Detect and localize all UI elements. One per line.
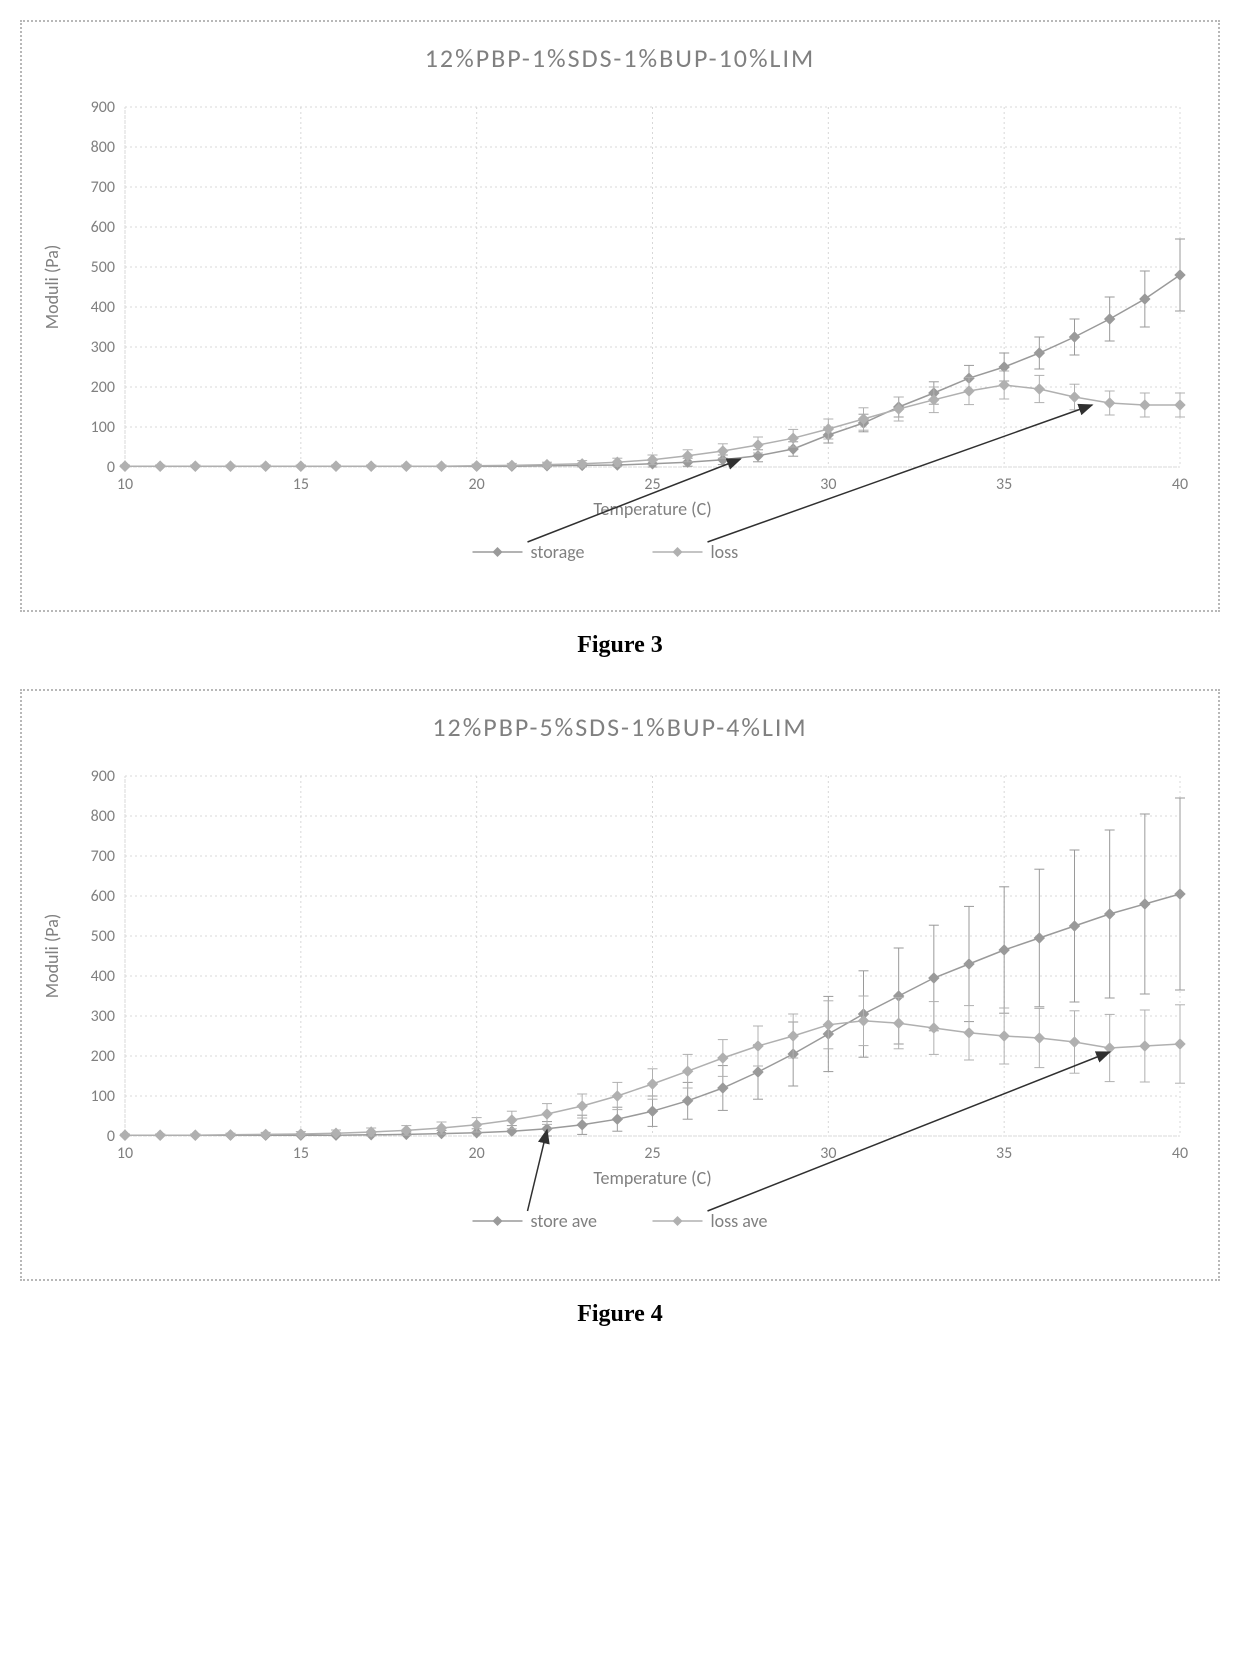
svg-text:Temperature (C): Temperature (C) xyxy=(593,1167,711,1189)
svg-text:35: 35 xyxy=(996,1144,1012,1163)
svg-text:storage: storage xyxy=(531,541,585,563)
svg-text:200: 200 xyxy=(91,1047,115,1066)
figure-4-plot: 1015202530354001002003004005006007008009… xyxy=(30,761,1210,1271)
svg-text:10: 10 xyxy=(117,1144,133,1163)
figure-4-block: 12%PBP-5%SDS-1%BUP-4%LIM 101520253035400… xyxy=(20,689,1220,1328)
svg-text:100: 100 xyxy=(91,1087,115,1106)
figure-4-title: 12%PBP-5%SDS-1%BUP-4%LIM xyxy=(30,711,1210,743)
svg-text:900: 900 xyxy=(91,98,115,117)
svg-text:300: 300 xyxy=(91,1007,115,1026)
svg-text:500: 500 xyxy=(91,927,115,946)
svg-text:800: 800 xyxy=(91,138,115,157)
figure-3-chart-container: 12%PBP-1%SDS-1%BUP-10%LIM 10152025303540… xyxy=(20,20,1220,612)
svg-text:10: 10 xyxy=(117,475,133,494)
svg-text:900: 900 xyxy=(91,767,115,786)
svg-text:400: 400 xyxy=(91,967,115,986)
svg-text:30: 30 xyxy=(820,1144,836,1163)
svg-text:700: 700 xyxy=(91,178,115,197)
svg-text:200: 200 xyxy=(91,378,115,397)
figure-4-chart-container: 12%PBP-5%SDS-1%BUP-4%LIM 101520253035400… xyxy=(20,689,1220,1281)
svg-text:100: 100 xyxy=(91,418,115,437)
svg-text:400: 400 xyxy=(91,298,115,317)
svg-text:25: 25 xyxy=(644,1144,660,1163)
svg-text:0: 0 xyxy=(107,458,115,477)
svg-text:loss: loss xyxy=(711,541,739,563)
svg-text:loss ave: loss ave xyxy=(711,1210,768,1232)
svg-text:800: 800 xyxy=(91,807,115,826)
svg-text:store ave: store ave xyxy=(531,1210,598,1232)
svg-text:20: 20 xyxy=(469,1144,485,1163)
svg-text:300: 300 xyxy=(91,338,115,357)
figure-3-title: 12%PBP-1%SDS-1%BUP-10%LIM xyxy=(30,42,1210,74)
svg-text:0: 0 xyxy=(107,1127,115,1146)
svg-text:600: 600 xyxy=(91,887,115,906)
svg-text:Moduli (Pa): Moduli (Pa) xyxy=(41,245,63,330)
svg-text:500: 500 xyxy=(91,258,115,277)
svg-text:30: 30 xyxy=(820,475,836,494)
svg-text:700: 700 xyxy=(91,847,115,866)
figure-4-caption: Figure 4 xyxy=(20,1301,1220,1328)
figure-3-caption: Figure 3 xyxy=(20,632,1220,659)
figure-3-plot: 1015202530354001002003004005006007008009… xyxy=(30,92,1210,602)
svg-text:Moduli (Pa): Moduli (Pa) xyxy=(41,914,63,999)
figure-3-block: 12%PBP-1%SDS-1%BUP-10%LIM 10152025303540… xyxy=(20,20,1220,659)
svg-text:15: 15 xyxy=(293,1144,309,1163)
svg-text:15: 15 xyxy=(293,475,309,494)
svg-text:40: 40 xyxy=(1172,475,1188,494)
svg-text:40: 40 xyxy=(1172,1144,1188,1163)
svg-text:600: 600 xyxy=(91,218,115,237)
svg-text:35: 35 xyxy=(996,475,1012,494)
svg-text:20: 20 xyxy=(469,475,485,494)
